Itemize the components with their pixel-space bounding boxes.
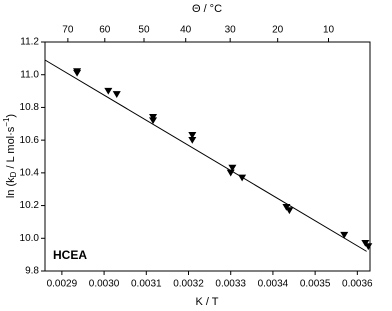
- data-point: [238, 174, 247, 182]
- y-tick-label: 10.4: [20, 167, 40, 178]
- top-tick-label: 70: [62, 25, 74, 36]
- top-tick-label: 60: [99, 25, 111, 36]
- x-tick-label: 0.0030: [89, 279, 120, 290]
- y-label-part: ): [5, 114, 17, 118]
- x-axis-label: K / T: [195, 296, 218, 308]
- x-tick-label: 0.0035: [300, 279, 331, 290]
- top-tick-label: 20: [272, 25, 284, 36]
- data-point: [104, 87, 113, 95]
- top-tick-label: 30: [225, 25, 237, 36]
- y-tick-label: 10.2: [20, 200, 40, 211]
- y-label-sup: −1: [2, 117, 11, 127]
- data-point: [228, 164, 237, 172]
- y-tick-label: 11.0: [20, 69, 39, 80]
- data-point: [112, 91, 121, 98]
- data-point: [340, 231, 349, 239]
- data-point: [364, 243, 373, 251]
- x-tick-label: 0.0033: [215, 279, 246, 290]
- top-axis-label: Θ / °C: [192, 3, 222, 15]
- y-tick-label: 9.8: [25, 266, 39, 277]
- x-tick-label: 0.0031: [131, 279, 162, 290]
- plot-frame: [44, 41, 371, 272]
- top-tick-label: 50: [138, 25, 150, 36]
- x-tick-label: 0.0032: [173, 279, 204, 290]
- data-point: [188, 132, 197, 139]
- annotation: HCEA: [53, 248, 87, 262]
- data-point: [73, 69, 82, 77]
- y-axis-label: ln (kD / L mol·s−1): [2, 114, 18, 198]
- y-label-sub: D: [9, 171, 18, 177]
- data-point: [285, 207, 294, 215]
- data-point: [149, 117, 158, 125]
- fit-line: [44, 59, 367, 252]
- y-label-part: / L mol·s: [5, 126, 17, 171]
- top-tick-label: 40: [180, 25, 192, 36]
- y-tick-label: 10.8: [20, 102, 40, 113]
- y-tick-label: 10.6: [20, 135, 40, 146]
- x-tick-label: 0.0036: [342, 279, 373, 290]
- y-tick-label: 11.2: [20, 37, 39, 48]
- x-tick-label: 0.0034: [258, 279, 289, 290]
- top-tick-label: 10: [323, 25, 335, 36]
- y-label-part: ln (k: [5, 177, 17, 198]
- y-tick-label: 10.0: [20, 233, 40, 244]
- data-point: [226, 169, 235, 177]
- data-point: [188, 136, 197, 144]
- x-tick-label: 0.0029: [47, 279, 78, 290]
